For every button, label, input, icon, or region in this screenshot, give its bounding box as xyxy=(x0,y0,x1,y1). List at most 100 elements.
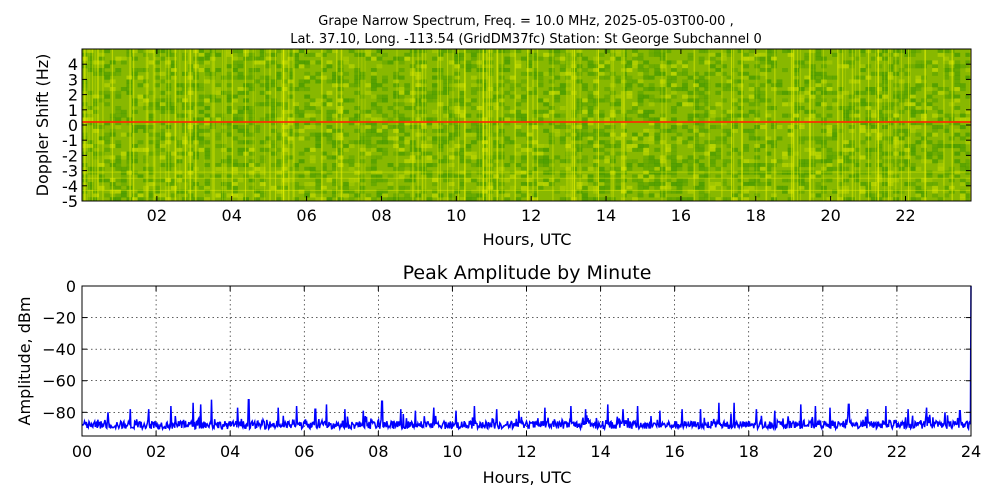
spectrogram-cell xyxy=(332,79,338,84)
spectrogram-cell xyxy=(854,79,861,84)
spectrogram-cell xyxy=(93,197,99,202)
spectrogram-cell xyxy=(604,121,611,126)
spectrogram-cell xyxy=(504,56,511,61)
spectrogram-cell xyxy=(609,90,616,95)
spectrogram-cell xyxy=(354,71,361,76)
spectrogram-cell xyxy=(459,182,466,187)
spectrogram-cell xyxy=(476,128,483,133)
spectrogram-cell xyxy=(654,121,661,126)
spectrogram-cell xyxy=(293,121,299,126)
spectrogram-cell xyxy=(626,117,633,122)
spectrogram-cell xyxy=(315,182,322,187)
spectrogram-cell xyxy=(420,136,427,141)
spectrogram-cell xyxy=(559,90,566,95)
spectrogram-cell xyxy=(87,170,94,175)
spectrogram-cell xyxy=(582,128,588,133)
spectrogram-cell xyxy=(209,121,216,126)
spectrogram-cell xyxy=(932,113,938,118)
spectrogram-cell xyxy=(904,102,911,107)
spectrogram-cell xyxy=(582,182,588,187)
spectrogram-cell xyxy=(926,178,933,183)
spectrogram-cell xyxy=(432,56,438,61)
spectrogram-cell xyxy=(743,71,750,76)
spectrogram-cell xyxy=(376,155,383,160)
spectrogram-cell xyxy=(343,71,349,76)
spectrogram-cell xyxy=(420,117,427,122)
spectrogram-cell xyxy=(732,98,738,103)
spectrogram-cell xyxy=(682,71,688,76)
spectrogram-cell xyxy=(598,128,605,133)
spectrogram-cell xyxy=(470,151,477,156)
spectrogram-cell xyxy=(482,182,488,187)
spectrogram-cell xyxy=(337,185,344,190)
spectrogram-cell xyxy=(876,151,883,156)
spectrogram-x-tick-label: 16 xyxy=(671,206,691,225)
spectrogram-cell xyxy=(615,182,622,187)
spectrogram-cell xyxy=(287,128,294,133)
spectrogram-cell xyxy=(887,68,894,73)
spectrogram-cell xyxy=(904,182,911,187)
spectrogram-cell xyxy=(754,147,761,152)
spectrogram-cell xyxy=(220,144,227,149)
spectrogram-cell xyxy=(826,166,833,171)
spectrogram-cell xyxy=(859,98,866,103)
spectrogram-cell xyxy=(826,106,833,111)
spectrogram-cell xyxy=(326,109,333,114)
spectrogram-cell xyxy=(843,197,850,202)
spectrogram-cell xyxy=(876,64,883,69)
spectrogram-cell xyxy=(498,98,505,103)
spectrogram-cell xyxy=(837,159,844,164)
spectrogram-cell xyxy=(509,94,516,99)
spectrogram-cell xyxy=(632,79,638,84)
spectrogram-cell xyxy=(98,136,105,141)
spectrogram-cell xyxy=(320,102,327,107)
spectrogram-cell xyxy=(243,83,249,88)
spectrogram-cell xyxy=(309,52,316,57)
spectrogram-cell xyxy=(243,140,249,145)
spectrogram-cell xyxy=(304,182,311,187)
spectrogram-cell xyxy=(882,75,888,80)
spectrogram-cell xyxy=(726,117,733,122)
spectrogram-cell xyxy=(648,75,655,80)
spectrogram-cell xyxy=(226,71,233,76)
spectrogram-cell xyxy=(370,102,377,107)
spectrogram-cell xyxy=(315,60,322,65)
spectrogram-cell xyxy=(454,64,461,69)
spectrogram-cell xyxy=(576,98,583,103)
spectrogram-cell xyxy=(870,87,877,92)
spectrogram-cell xyxy=(682,83,688,88)
spectrogram-cell xyxy=(470,90,477,95)
spectrogram-cell xyxy=(287,117,294,122)
spectrogram-cell xyxy=(743,185,750,190)
spectrogram-cell xyxy=(843,144,850,149)
spectrogram-cell xyxy=(598,178,605,183)
spectrogram-cell xyxy=(359,159,366,164)
spectrogram-cell xyxy=(87,197,94,202)
spectrogram-cell xyxy=(515,117,522,122)
spectrogram-cell xyxy=(259,189,266,194)
spectrogram-cell xyxy=(504,197,511,202)
spectrogram-cell xyxy=(676,60,683,65)
spectrogram-cell xyxy=(754,144,761,149)
spectrogram-cell xyxy=(554,113,561,118)
spectrogram-cell xyxy=(454,60,461,65)
spectrogram-cell xyxy=(448,87,455,92)
spectrogram-cell xyxy=(782,68,788,73)
spectrogram-cell xyxy=(204,197,211,202)
spectrogram-cell xyxy=(332,83,338,88)
spectrogram-cell xyxy=(426,94,433,99)
spectrogram-cell xyxy=(287,56,294,61)
spectrogram-cell xyxy=(882,79,888,84)
spectrogram-cell xyxy=(448,60,455,65)
spectrogram-cell xyxy=(354,90,361,95)
spectrogram-cell xyxy=(287,166,294,171)
spectrogram-cell xyxy=(332,113,338,118)
spectrogram-cell xyxy=(965,159,972,164)
spectrogram-cell xyxy=(726,197,733,202)
spectrogram-cell xyxy=(248,106,255,111)
spectrogram-cell xyxy=(87,147,94,152)
spectrogram-cell xyxy=(432,163,438,168)
spectrogram-cell xyxy=(293,185,299,190)
spectrogram-cell xyxy=(565,60,572,65)
spectrogram-cell xyxy=(848,197,855,202)
